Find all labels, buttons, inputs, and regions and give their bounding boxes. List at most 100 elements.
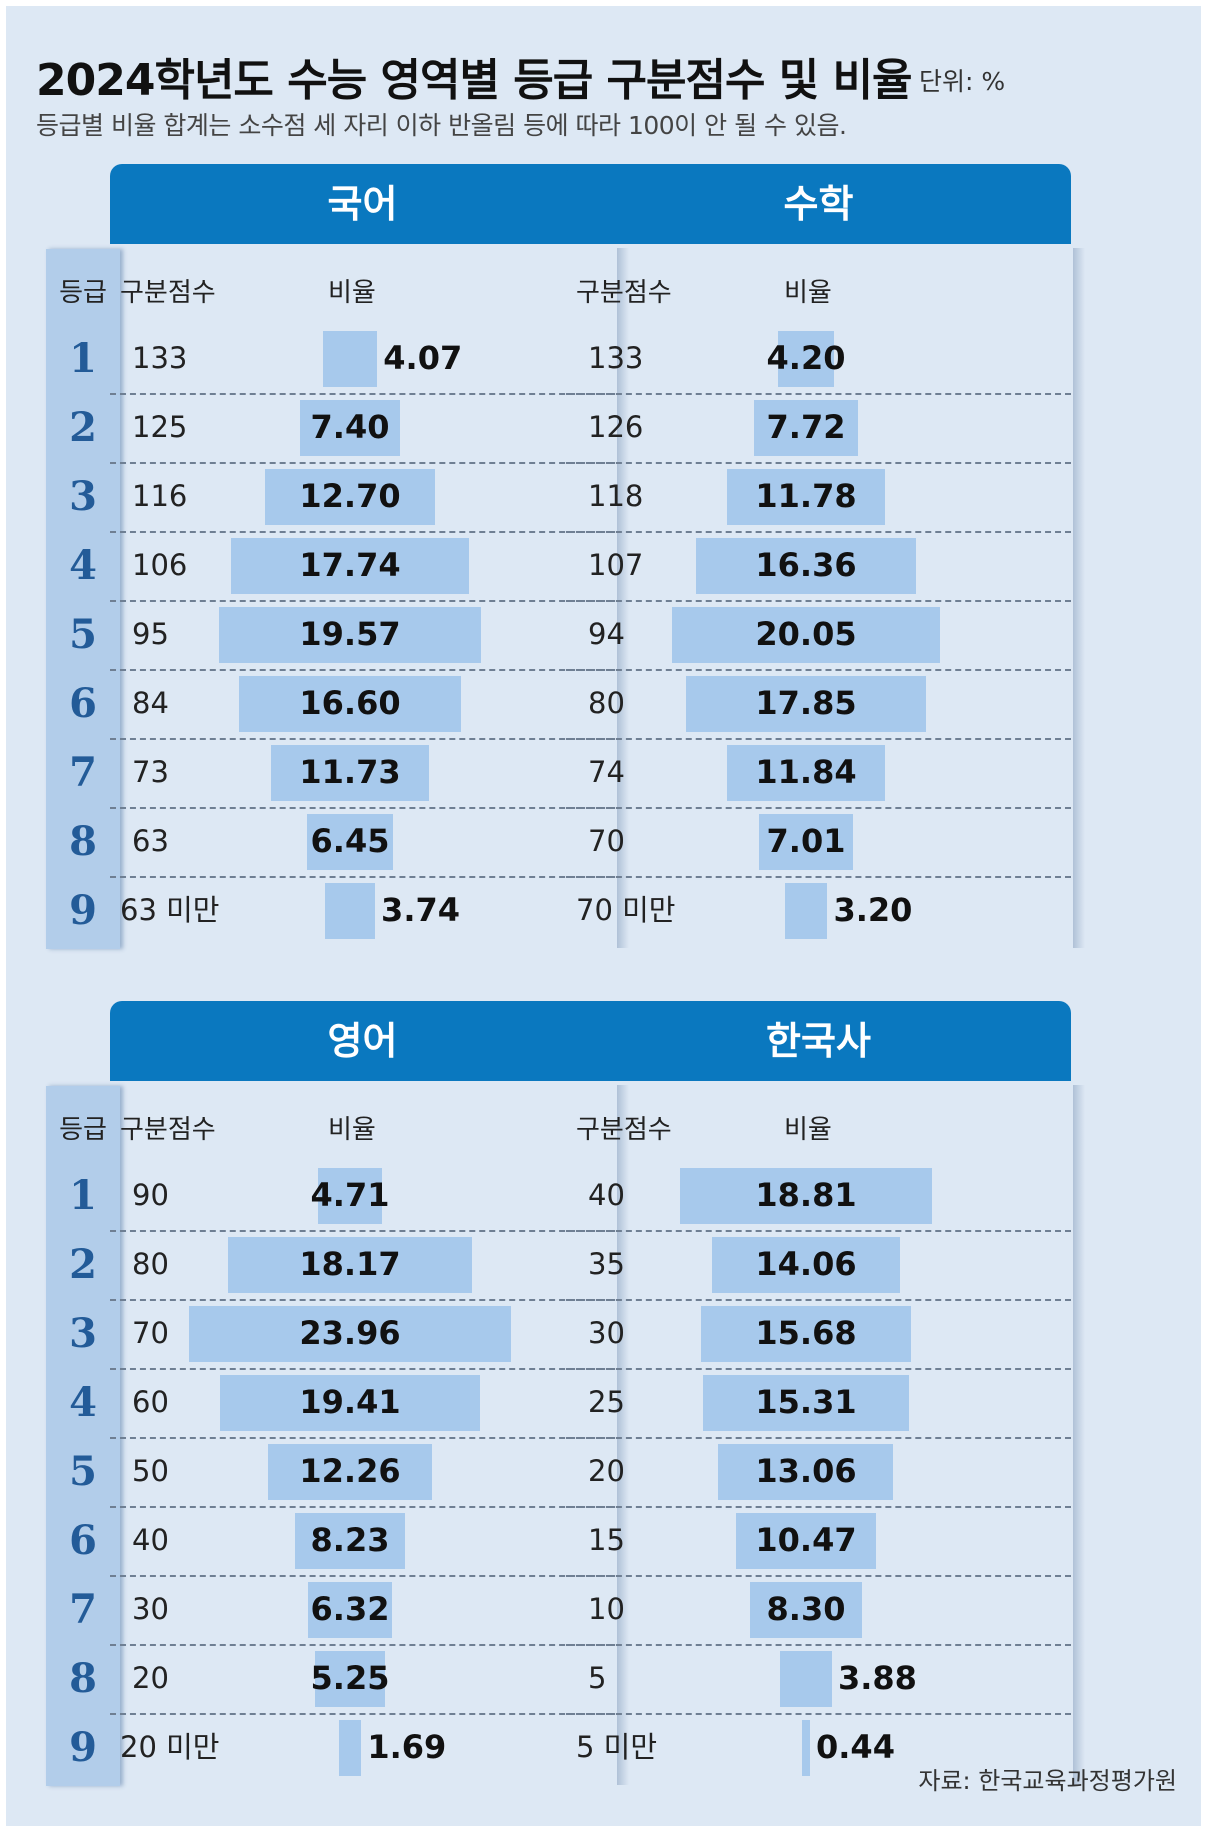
grade-number: 3 [69,1310,97,1357]
cutoff-score: 30 [588,1316,625,1350]
row-divider [566,1575,1071,1577]
cutoff-score: 40 [588,1178,625,1212]
panel-korean-history: 한국사 구분점수 비율 40 18.81 35 14.06 30 15.68 25 15.31 20 1… [566,1001,1085,1791]
page-title: 2024학년도 수능 영역별 등급 구분점수 및 비율 [36,55,913,106]
row-divider [566,807,1071,809]
cutoff-score: 95 [132,617,169,651]
ratio-value: 3.20 [833,891,913,929]
cutoff-score: 20 미만 [120,1730,220,1764]
ratio-bar [271,744,429,801]
cutoff-score: 70 미만 [576,893,676,927]
panel-title: 영어 [110,1001,615,1081]
grade-number: 7 [69,749,97,796]
ratio-bar [264,468,436,525]
ratio-bar [231,537,469,594]
row-divider [566,876,1071,878]
ratio-value: 18.81 [755,1176,857,1214]
ratio-bar [238,675,462,732]
ratio-bar [784,882,828,939]
ratio-value: 3.74 [381,891,460,929]
row-divider [566,738,1071,740]
unit-label: 단위: % [919,67,1006,96]
cutoff-score: 118 [588,479,644,513]
grade-number: 5 [69,1448,97,1495]
ratio-bar [228,1236,472,1293]
grade-number: 7 [69,1586,97,1633]
ratio-value: 3.88 [837,1659,917,1697]
ratio-value: 23.96 [299,1314,401,1352]
ratio-bar [306,813,394,870]
panel-title: 국어 [110,164,615,244]
cutoff-score: 116 [132,479,188,513]
row-divider [566,669,1071,671]
ratio-bar [686,675,926,732]
row-divider [566,1713,1071,1715]
row-divider [110,1713,615,1715]
grade-number: 1 [69,335,97,382]
cutoff-score: 60 [132,1385,169,1419]
ratio-bar [218,606,482,663]
grade-number: 6 [69,1517,97,1564]
ratio-bar [711,1236,901,1293]
ratio-bar [322,330,378,387]
ratio-bar [754,399,858,456]
row-divider [110,531,615,533]
cutoff-score: 5 미만 [576,1730,658,1764]
cutoff-score: 10 [588,1592,625,1626]
cutoff-score: 50 [132,1454,169,1488]
ratio-value: 7.01 [766,822,846,860]
ratio-value: 17.74 [299,546,401,584]
ratio-value: 7.40 [310,408,390,446]
ratio-bar [267,1443,433,1500]
cutoff-score: 125 [132,410,188,444]
ratio-value: 15.68 [755,1314,857,1352]
row-divider [110,393,615,395]
ratio-header: 비율 [784,1115,832,1145]
cutoff-score: 63 [132,824,169,858]
row-divider [566,1644,1071,1646]
ratio-value: 11.78 [755,477,857,515]
ratio-bar [300,399,400,456]
bottom-panels: 등급 1 2 3 4 5 6 7 8 9 영어 구분점수 비율 90 4.71 80 18.17 70 23.9… [36,1001,1186,1791]
panel-math: 수학 구분점수 비율 133 4.20 126 7.72 118 11.78 107 16.36 94… [566,164,1085,954]
ratio-value: 7.72 [766,408,846,446]
ratio-value: 11.84 [755,753,857,791]
ratio-bar [314,1650,386,1707]
ratio-value: 11.73 [299,753,401,791]
cutoff-score: 80 [588,686,625,720]
row-divider [566,462,1071,464]
grade-number: 5 [69,611,97,658]
ratio-bar [777,330,835,387]
ratio-bar [324,882,376,939]
row-divider [110,1299,615,1301]
ratio-bar [700,1305,912,1362]
grade-header: 등급 [59,278,107,308]
ratio-header: 비율 [784,278,832,308]
cutoff-score: 15 [588,1523,625,1557]
ratio-value: 18.17 [299,1245,401,1283]
ratio-bar [189,1305,511,1362]
ratio-value: 6.45 [310,822,390,860]
cutoff-score: 126 [588,410,644,444]
ratio-bar [802,1719,810,1776]
cutoff-score: 90 [132,1178,169,1212]
row-divider [566,600,1071,602]
ratio-bar [727,468,885,525]
ratio-bar [735,1512,877,1569]
ratio-bar [294,1512,406,1569]
ratio-value: 16.36 [755,546,857,584]
infographic: 2024학년도 수능 영역별 등급 구분점수 및 비율 단위: % 등급별 비율… [6,6,1201,1826]
ratio-value: 4.71 [310,1176,390,1214]
cutoff-score: 63 미만 [120,893,220,927]
cutoff-score: 70 [588,824,625,858]
row-divider [110,462,615,464]
ratio-value: 8.23 [310,1521,390,1559]
row-divider [110,669,615,671]
panel-english: 영어 구분점수 비율 90 4.71 80 18.17 70 23.96 60 19.41 50 12.… [110,1001,629,1791]
ratio-value: 0.44 [816,1728,895,1766]
grade-column [46,249,120,949]
panel-divider-shadow [1073,1085,1085,1785]
ratio-value: 12.26 [299,1452,401,1490]
grade-number: 9 [69,1724,97,1771]
source-note: 자료: 한국교육과정평가원 [918,1767,1177,1795]
